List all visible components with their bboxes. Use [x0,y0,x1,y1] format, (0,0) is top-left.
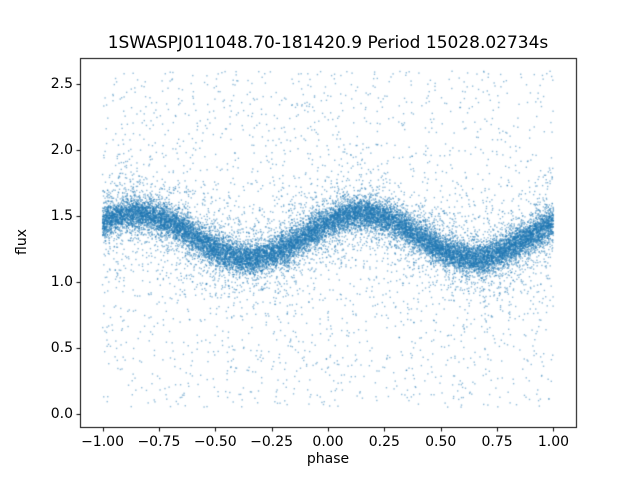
y-tick-label: 2.5 [50,76,73,93]
x-axis-label: phase [306,451,350,467]
y-tick-label: 1.0 [50,274,73,291]
x-tick-label: −1.00 [81,434,124,450]
x-tick-label: 0.00 [312,434,344,450]
y-tick-label: 2.0 [50,142,73,159]
y-axis-label: flux [14,229,30,255]
x-tick-label: 0.75 [481,434,513,450]
y-tick-label: 0.0 [50,405,73,422]
x-tick-label: −0.75 [137,434,181,450]
x-tick-label: 0.50 [425,434,457,450]
x-tick-label: 0.25 [368,434,400,450]
x-tick-label: 1.00 [537,434,570,450]
y-tick-label: 1.5 [50,208,73,225]
x-tick-label: −0.25 [250,434,294,450]
x-tick-label: −0.50 [193,434,237,450]
y-tick-label: 0.5 [50,339,73,356]
chart-title: 1SWASPJ011048.70-181420.9 Period 15028.0… [107,33,549,53]
